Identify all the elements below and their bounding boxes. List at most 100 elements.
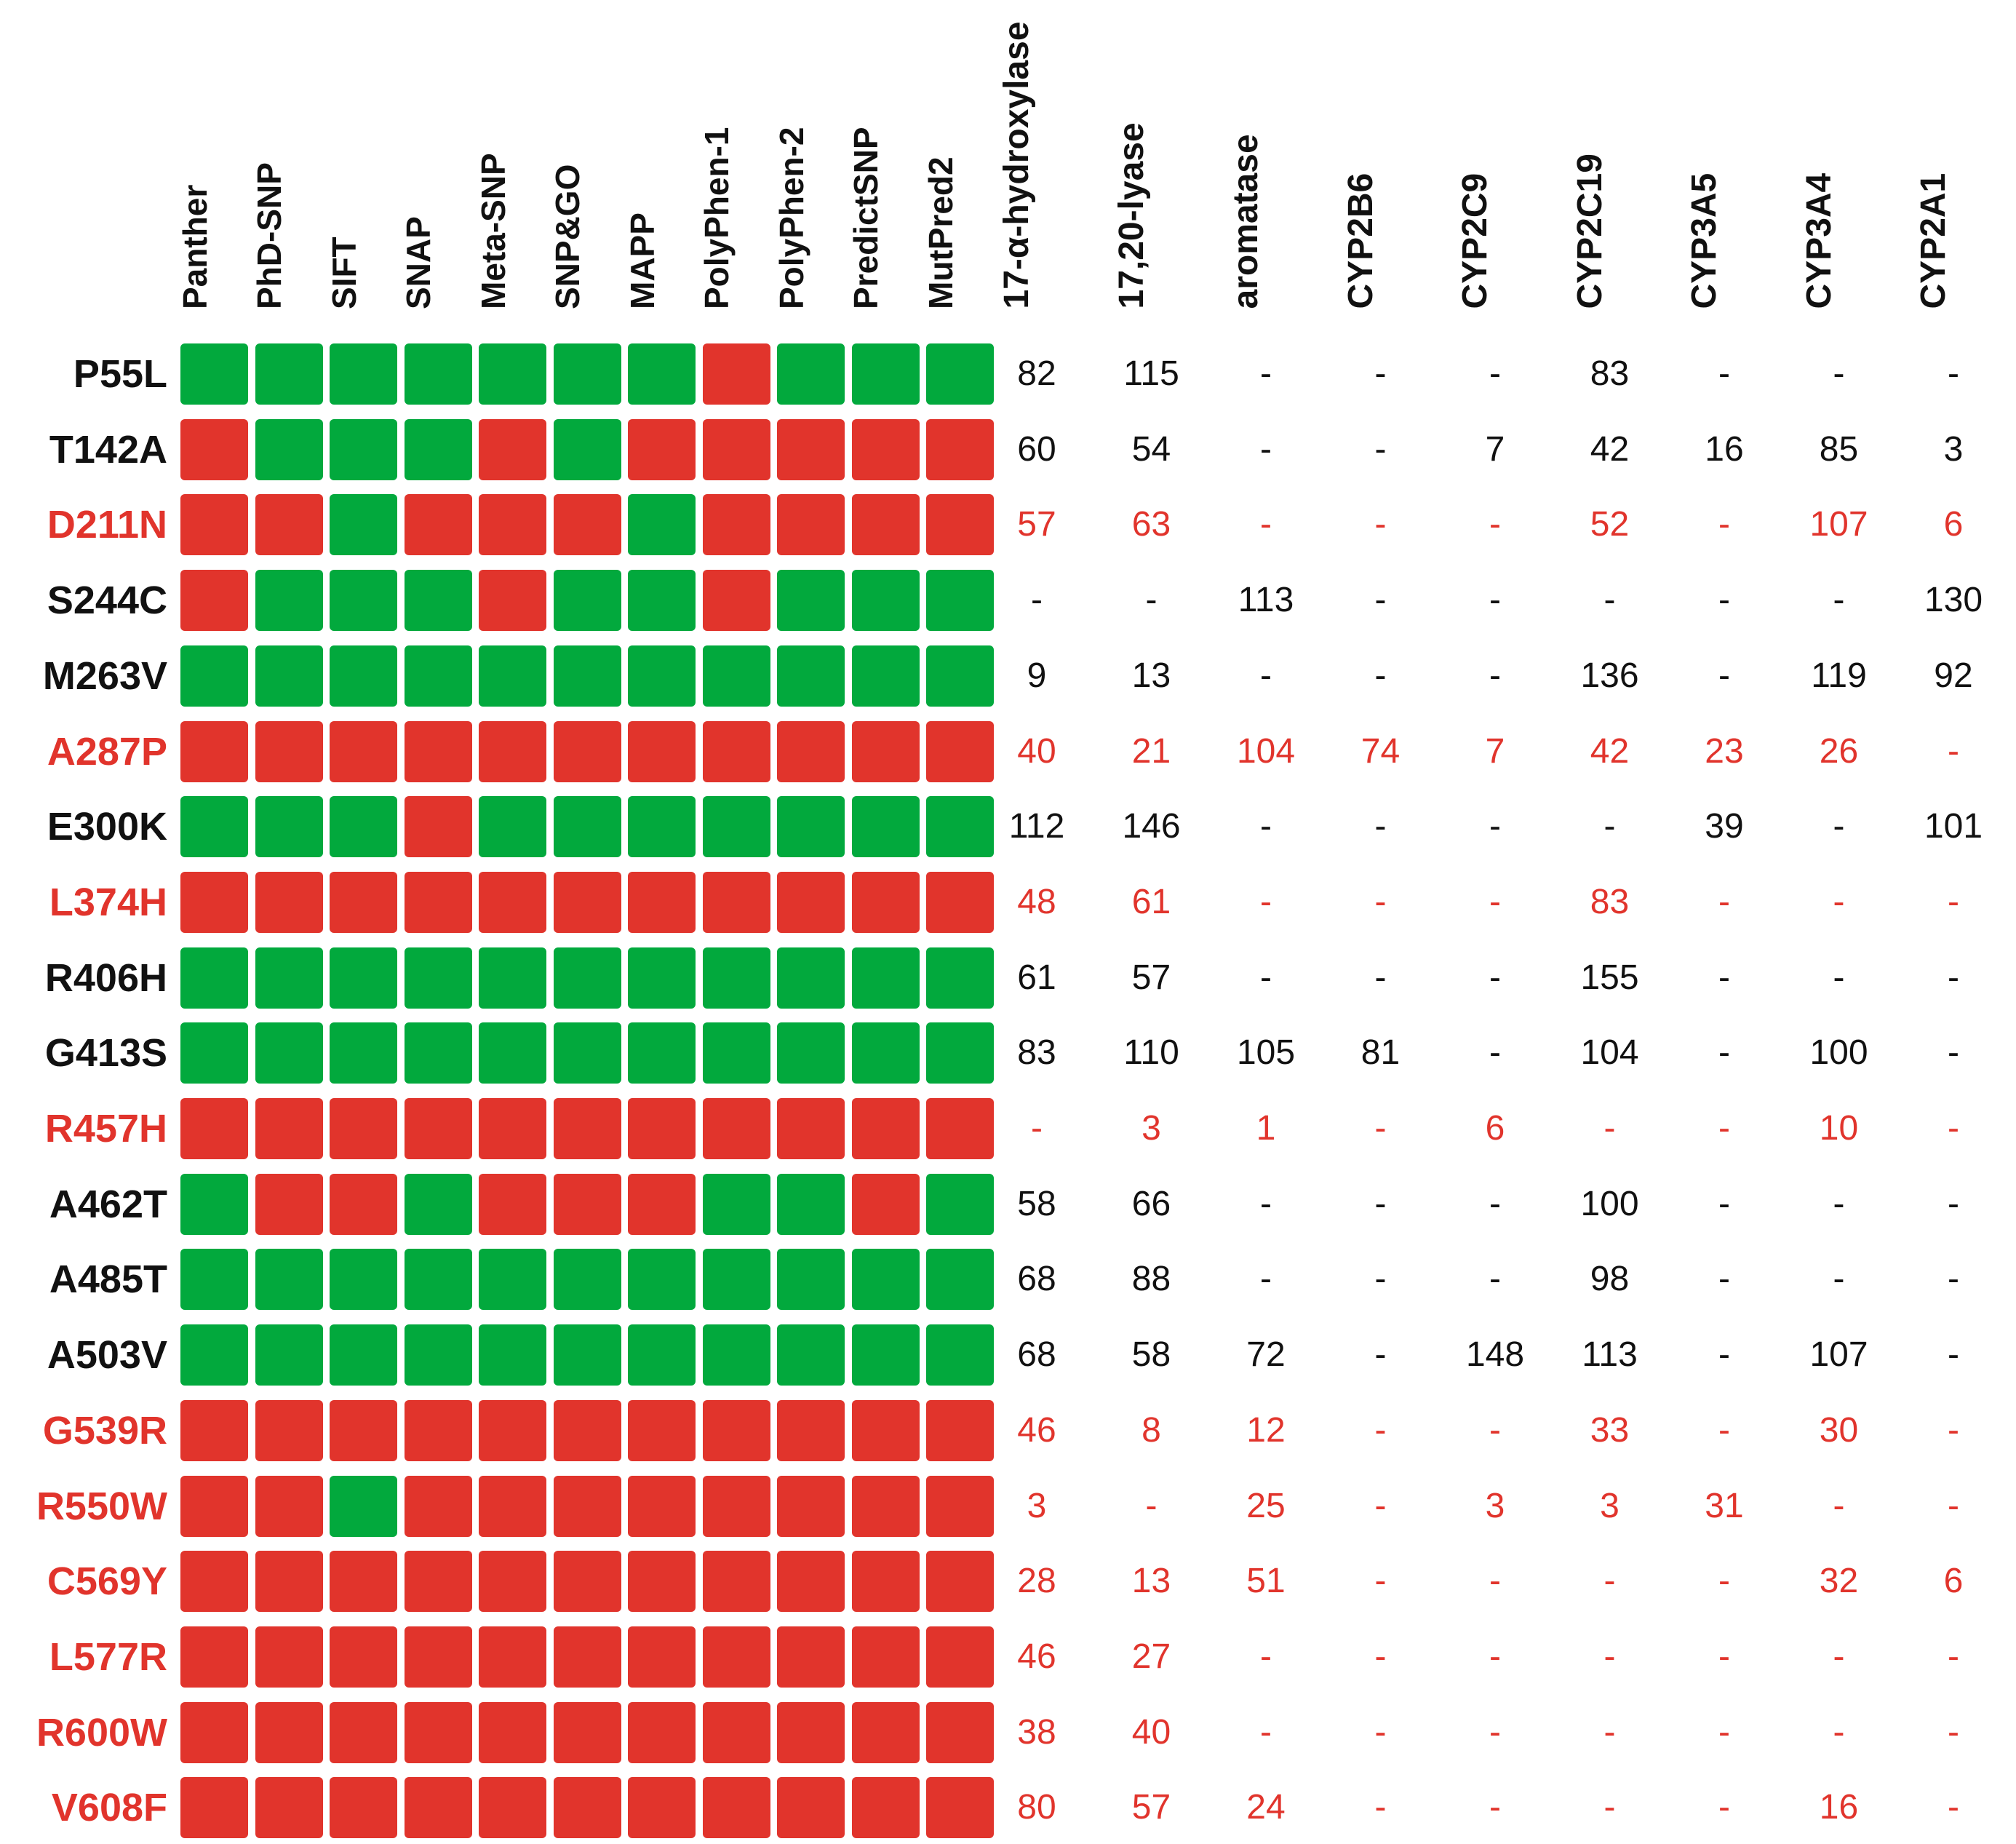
deleterious-cell-t142a-panther [180, 418, 248, 480]
value-r457h-cyp3a4: 10 [1819, 1109, 1859, 1148]
deleterious-cell-d211n-mutpred2 [926, 494, 994, 556]
value-g413s-17-20-lyase: 110 [1123, 1033, 1179, 1073]
value-e300k-cyp2a1: 101 [1924, 807, 1983, 846]
row-label-g539r: G539R [42, 1408, 167, 1452]
deleterious-cell-c569y-snap [404, 1551, 472, 1613]
header-mutpred2: MutPred2 [922, 0, 992, 335]
deleterious-cell-s244c-polyphen-1 [702, 570, 770, 632]
value-a485t-cyp2c9: - [1489, 1260, 1501, 1299]
value-c569y-17-hydroxylase: 28 [1017, 1562, 1056, 1601]
value-l577r-17-20-lyase: 27 [1131, 1637, 1171, 1676]
neutral-cell-a462t-polyphen-2 [777, 1173, 845, 1235]
value-d211n-17-hydroxylase: 57 [1017, 505, 1056, 544]
value-p55l-cyp2c19: 83 [1590, 354, 1630, 393]
neutral-cell-g413s-predictsnp [851, 1022, 920, 1084]
deleterious-cell-l374h-polyphen-2 [777, 871, 845, 933]
neutral-cell-a485t-mutpred2 [926, 1249, 994, 1311]
header-label: SNAP [399, 216, 437, 309]
value-r406h-17-hydroxylase: 61 [1017, 958, 1056, 997]
deleterious-cell-l577r-mapp [628, 1626, 696, 1688]
header-label: Panther [175, 184, 214, 309]
value-v608f-cyp2b6: - [1374, 1788, 1387, 1827]
value-a462t-aromatase: - [1260, 1184, 1272, 1223]
header-label: SNP&GO [549, 164, 586, 309]
value-g413s-aromatase: 105 [1236, 1033, 1296, 1073]
header-polyphen-1: PolyPhen-1 [698, 0, 768, 335]
value-e300k-cyp2c9: - [1489, 807, 1501, 846]
deleterious-cell-t142a-mutpred2 [926, 418, 994, 480]
value-p55l-cyp3a4: - [1833, 354, 1845, 393]
neutral-cell-p55l-panther [180, 343, 248, 405]
deleterious-cell-c569y-polyphen-2 [777, 1551, 845, 1613]
value-c569y-cyp2a1: 6 [1943, 1562, 1964, 1601]
header-cyp3a5: CYP3A5 [1685, 0, 1756, 335]
neutral-cell-d211n-sift [330, 494, 397, 556]
deleterious-cell-c569y-meta-snp [479, 1551, 546, 1613]
value-d211n-cyp2a1: 6 [1943, 505, 1964, 544]
header-label: CYP2C19 [1570, 154, 1609, 309]
row-label-d211n: D211N [47, 503, 167, 547]
deleterious-cell-v608f-mapp [628, 1777, 696, 1839]
header-polyphen-2: PolyPhen-2 [773, 0, 842, 335]
value-r406h-cyp2a1: - [1948, 958, 1959, 997]
value-a462t-cyp3a4: - [1833, 1184, 1845, 1223]
value-l374h-cyp2b6: - [1374, 882, 1387, 921]
value-t142a-cyp2a1: 3 [1943, 429, 1964, 469]
deleterious-cell-a287p-snap [404, 720, 472, 782]
header-cyp2c19: CYP2C19 [1571, 0, 1641, 335]
value-e300k-cyp3a5: 39 [1705, 807, 1744, 846]
neutral-cell-g413s-mapp [628, 1022, 696, 1084]
deleterious-cell-t142a-polyphen-2 [777, 418, 845, 480]
value-a287p-cyp2c19: 42 [1590, 731, 1630, 771]
deleterious-cell-r457h-snap [404, 1098, 472, 1159]
deleterious-cell-t142a-polyphen-1 [702, 418, 770, 480]
value-a485t-cyp3a5: - [1718, 1260, 1730, 1299]
value-g413s-cyp2c9: - [1489, 1033, 1501, 1073]
value-t142a-17-hydroxylase: 60 [1017, 429, 1056, 469]
header-label: PhD-SNP [250, 162, 288, 309]
deleterious-cell-a462t-snp-go [553, 1173, 621, 1235]
value-r457h-aromatase: 1 [1256, 1109, 1276, 1148]
deleterious-cell-r600w-panther [180, 1701, 248, 1763]
value-c569y-cyp2c9: - [1489, 1562, 1501, 1601]
deleterious-cell-r457h-polyphen-2 [777, 1098, 845, 1159]
value-g413s-cyp2a1: - [1948, 1033, 1959, 1073]
value-r550w-cyp3a4: - [1833, 1486, 1845, 1525]
deleterious-cell-v608f-meta-snp [479, 1777, 546, 1839]
value-a485t-aromatase: - [1260, 1260, 1272, 1299]
neutral-cell-r406h-predictsnp [851, 947, 920, 1009]
row-label-c569y: C569Y [47, 1559, 167, 1604]
neutral-cell-e300k-phd-snp [255, 796, 323, 858]
deleterious-cell-v608f-polyphen-2 [777, 1777, 845, 1839]
value-a287p-cyp2b6: 74 [1360, 731, 1401, 771]
deleterious-cell-c569y-polyphen-1 [702, 1551, 770, 1613]
value-g539r-cyp2c9: - [1489, 1410, 1501, 1450]
value-p55l-cyp2a1: - [1948, 354, 1959, 393]
header-label: aromatase [1227, 134, 1265, 309]
deleterious-cell-c569y-predictsnp [851, 1551, 920, 1613]
header-label: CYP3A4 [1799, 172, 1838, 309]
neutral-cell-p55l-meta-snp [479, 343, 546, 405]
deleterious-cell-a287p-polyphen-2 [777, 720, 845, 782]
value-v608f-17-20-lyase: 57 [1131, 1788, 1171, 1827]
header-cyp2c9: CYP2C9 [1456, 0, 1526, 335]
row-label-s244c: S244C [47, 579, 167, 623]
value-m263v-cyp2a1: 92 [1934, 656, 1973, 695]
value-r600w-cyp2c9: - [1489, 1712, 1501, 1752]
value-l577r-cyp2c19: - [1603, 1637, 1616, 1676]
value-r457h-cyp2b6: - [1374, 1109, 1387, 1148]
value-r457h-cyp2c19: - [1603, 1109, 1616, 1148]
value-a462t-cyp2c19: 100 [1580, 1184, 1639, 1223]
neutral-cell-t142a-snap [404, 418, 472, 480]
neutral-cell-m263v-predictsnp [851, 645, 920, 707]
value-s244c-17-20-lyase: - [1145, 581, 1158, 620]
value-e300k-cyp2c19: - [1603, 807, 1616, 846]
deleterious-cell-r600w-mutpred2 [926, 1701, 994, 1763]
value-a503v-cyp2c19: 113 [1582, 1335, 1638, 1375]
neutral-cell-r550w-sift [330, 1475, 397, 1537]
neutral-cell-g413s-snp-go [553, 1022, 621, 1084]
deleterious-cell-l577r-predictsnp [851, 1626, 920, 1688]
deleterious-cell-e300k-snap [404, 796, 472, 858]
neutral-cell-g413s-mutpred2 [926, 1022, 994, 1084]
value-p55l-17-20-lyase: 115 [1123, 354, 1179, 393]
